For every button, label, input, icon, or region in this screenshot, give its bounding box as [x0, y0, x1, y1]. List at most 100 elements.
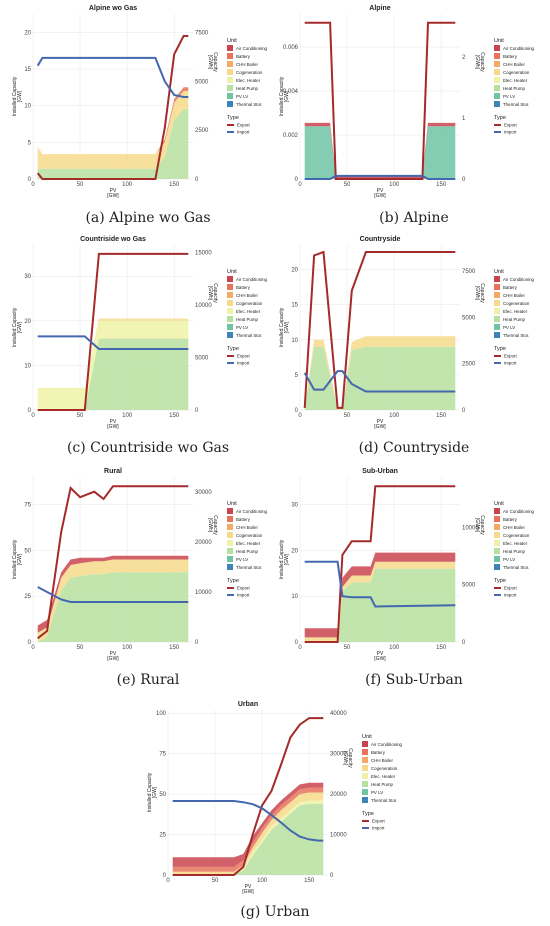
legend-label: Import — [372, 826, 385, 831]
y2-axis-label: Capacity — [212, 52, 218, 72]
y2-tick-label: 1 — [462, 116, 466, 122]
legend-label: Heat Pump — [371, 782, 394, 787]
caption-b: (b) Alpine — [379, 210, 449, 226]
y-tick-label: 0.002 — [283, 133, 299, 139]
legend-label: Export — [237, 354, 250, 359]
legend-label: CHH Boiler — [236, 62, 258, 67]
y2-tick-label: 10000 — [195, 303, 212, 309]
legend-label: Thermal Stor. — [236, 102, 262, 107]
x-tick-label: 100 — [389, 645, 400, 651]
x-tick-label: 50 — [77, 413, 84, 419]
y2-tick-label: 2500 — [462, 362, 476, 368]
legend-swatch — [494, 332, 500, 338]
x-tick-label: 150 — [436, 182, 447, 188]
y-tick-label: 0 — [28, 640, 32, 646]
area-heat-pump — [304, 568, 456, 642]
legend-label: Air Conditioning — [236, 46, 268, 51]
x-tick-label: 50 — [344, 413, 351, 419]
x-tick-label: 50 — [344, 182, 351, 188]
legend-label: Heat Pump — [503, 86, 526, 91]
legend-swatch — [227, 284, 233, 290]
y-axis-label: Installed Capacity — [279, 539, 285, 579]
legend-swatch — [494, 292, 500, 298]
legend-type-title: Type — [227, 578, 239, 584]
y-tick-label: 15 — [24, 67, 31, 73]
legend-label: Heat Pump — [236, 86, 259, 91]
legend-label: Battery — [371, 750, 386, 755]
legend-swatch — [227, 292, 233, 298]
x-tick-label: 50 — [344, 645, 351, 651]
legend-swatch — [494, 77, 500, 83]
y-tick-label: 0 — [28, 177, 32, 183]
area-cogeneration — [37, 91, 189, 169]
caption-a: (a) Alpine wo Gas — [85, 210, 210, 226]
legend-swatch — [227, 45, 233, 51]
legend-label: Cogeneration — [236, 70, 263, 75]
legend-swatch — [362, 781, 368, 787]
area-heat-pump — [304, 346, 456, 410]
panel-title: Urban — [238, 701, 258, 708]
legend-swatch — [227, 101, 233, 107]
legend-swatch — [227, 524, 233, 530]
y-axis-label: Installed Capacity — [12, 539, 18, 579]
y2-tick-label: 5000 — [462, 583, 476, 589]
series-line-export — [303, 250, 456, 409]
x-tick-label: 150 — [304, 878, 315, 884]
y2-tick-label: 30000 — [330, 752, 347, 758]
legend-swatch — [227, 93, 233, 99]
legend-swatch — [494, 548, 500, 554]
legend-label: Elec. Heater — [503, 541, 528, 546]
y2-tick-label: 20000 — [330, 792, 347, 798]
y2-tick-label: 2 — [462, 55, 466, 61]
y2-axis-unit: [GWh] — [207, 286, 213, 301]
x-tick-label: 0 — [298, 645, 302, 651]
panel-title: Alpine — [369, 5, 390, 12]
series-line-import — [304, 174, 456, 180]
y2-tick-label: 0 — [462, 640, 466, 646]
area-heat-pump — [172, 803, 324, 875]
series-line-import — [172, 800, 324, 842]
y-tick-label: 75 — [159, 752, 166, 758]
legend-swatch — [362, 749, 368, 755]
y2-tick-label: 0 — [462, 408, 466, 414]
legend-label: PV LV — [236, 325, 248, 330]
area-air-conditioning — [304, 122, 456, 179]
series-line-export — [36, 35, 189, 180]
legend-type-title: Type — [494, 346, 506, 352]
series-line-export — [37, 485, 189, 640]
legend-swatch — [227, 532, 233, 538]
legend-label: Battery — [236, 54, 251, 59]
y-tick-label: 50 — [159, 792, 166, 798]
legend-swatch — [362, 773, 368, 779]
x-tick-label: 0 — [31, 645, 35, 651]
x-axis-unit: [GW] — [374, 193, 386, 199]
legend-unit-title: Unit — [227, 269, 237, 275]
area-cogeneration — [304, 336, 456, 410]
x-tick-label: 150 — [436, 645, 447, 651]
legend-label: CHH Boiler — [236, 293, 258, 298]
legend-label: Air Conditioning — [236, 509, 268, 514]
y-axis-unit: [GW] — [284, 553, 290, 565]
y2-axis-unit: [GWh] — [342, 751, 348, 766]
y2-tick-label: 0 — [195, 408, 199, 414]
legend-swatch — [494, 508, 500, 514]
y2-tick-label: 5000 — [195, 355, 209, 361]
legend-label: Heat Pump — [236, 317, 259, 322]
legend-swatch — [227, 556, 233, 562]
x-axis-unit: [GW] — [107, 193, 119, 199]
legend-swatch — [362, 765, 368, 771]
y-tick-label: 0 — [295, 177, 299, 183]
legend-label: Heat Pump — [503, 317, 526, 322]
panel-0: Alpine wo Gas 0 50 100 150 0 5 10 15 20 0 2500 5000 7… — [12, 5, 268, 199]
legend-label: Air Conditioning — [503, 277, 535, 282]
y2-axis-label: Capacity — [479, 515, 485, 535]
legend-label: PV LV — [236, 557, 248, 562]
y-tick-label: 15 — [291, 303, 298, 309]
legend-label: Elec. Heater — [503, 309, 528, 314]
area-heat-pump — [37, 338, 189, 410]
legend-type-title: Type — [494, 578, 506, 584]
legend-swatch — [227, 540, 233, 546]
y-axis-unit: [GW] — [284, 321, 290, 333]
